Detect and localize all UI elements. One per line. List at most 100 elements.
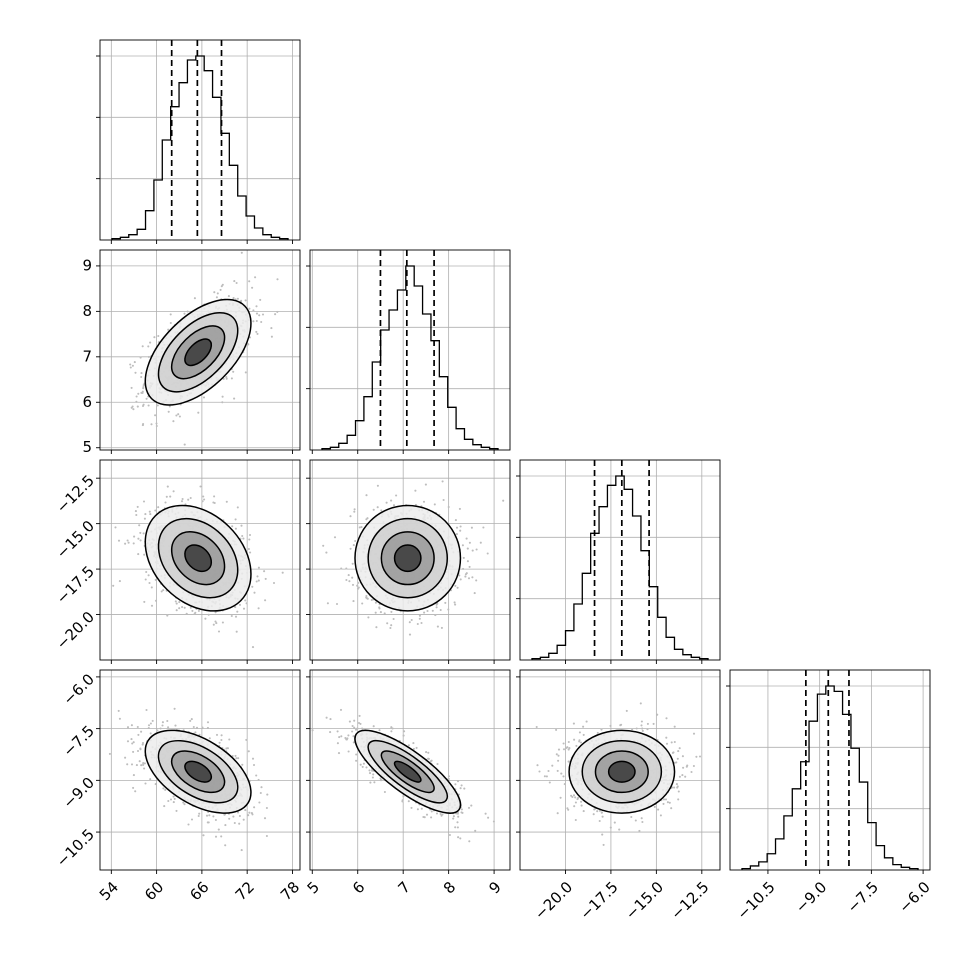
scatter-point [253, 591, 256, 594]
scatter-point [466, 560, 469, 563]
scatter-point [676, 757, 679, 760]
scatter-point [141, 345, 144, 348]
scatter-point [376, 506, 379, 509]
scatter-point [456, 780, 460, 783]
scatter-point [149, 341, 152, 344]
scatter-point [407, 744, 410, 747]
scatter-point [376, 484, 379, 487]
scatter-point [178, 607, 181, 610]
scatter-point [147, 574, 150, 577]
scatter-point [562, 748, 566, 751]
scatter-point [245, 602, 248, 605]
scatter-point [197, 411, 200, 414]
scatter-point [372, 508, 375, 511]
scatter-point [149, 778, 152, 781]
scatter-point [460, 808, 463, 811]
scatter-point [427, 757, 430, 760]
scatter-point [218, 741, 221, 744]
scatter-point [213, 495, 216, 498]
scatter-point [175, 414, 178, 417]
scatter-point [371, 769, 374, 772]
scatter-point [255, 330, 258, 333]
scatter-point [242, 537, 245, 540]
scatter-point [368, 769, 371, 772]
scatter-point [425, 751, 428, 754]
scatter-point [646, 722, 649, 725]
scatter-point [439, 812, 442, 816]
scatter-point [164, 501, 167, 504]
scatter-point [118, 580, 121, 583]
scatter-point [408, 633, 412, 636]
scatter-point [217, 828, 220, 831]
scatter-point [502, 499, 505, 502]
panel-frame [99, 249, 301, 451]
scatter-point [370, 598, 373, 602]
scatter-point [151, 719, 154, 722]
scatter-point [169, 495, 172, 498]
scatter-point [172, 795, 175, 798]
scatter-point [189, 719, 192, 722]
scatter-point [136, 749, 140, 753]
scatter-point [618, 828, 621, 831]
scatter-point [430, 816, 433, 819]
scatter-point [131, 364, 134, 367]
scatter-point [257, 566, 260, 569]
scatter-point [181, 497, 184, 501]
scatter-point [424, 483, 427, 486]
scatter-point [390, 726, 393, 729]
scatter-point [362, 762, 365, 765]
scatter-point [457, 836, 460, 839]
scatter-point [641, 729, 644, 732]
scatter-point [459, 837, 462, 840]
scatter-point [240, 849, 243, 852]
scatter-point [215, 296, 218, 299]
scatter-point [163, 805, 166, 808]
scatter-point [386, 622, 389, 625]
scatter-point [183, 606, 186, 609]
scatter-point [474, 829, 477, 832]
scatter-point [579, 741, 583, 744]
scatter-point [263, 817, 267, 820]
scatter-point [358, 526, 361, 529]
scatter-point [139, 531, 142, 534]
scatter-point [234, 606, 237, 609]
scatter-point [459, 529, 462, 532]
scatter-point [214, 620, 217, 623]
scatter-point [385, 501, 388, 504]
scatter-point [142, 500, 146, 503]
scatter-point [380, 509, 383, 512]
contour-line [144, 729, 252, 814]
scatter-point [129, 363, 132, 366]
scatter-point [147, 404, 150, 407]
scatter-point [244, 809, 247, 812]
scatter-point [135, 764, 138, 767]
scatter-point [436, 625, 439, 628]
scatter-point [662, 798, 666, 801]
scatter-point [201, 500, 204, 503]
scatter-point [144, 513, 147, 516]
scatter-point [108, 752, 111, 755]
scatter-point [357, 581, 360, 584]
scatter-point [157, 334, 160, 338]
scatter-point [389, 626, 392, 630]
scatter-point [213, 501, 216, 505]
scatter-point [251, 286, 254, 289]
scatter-point [598, 819, 601, 823]
scatter-point [155, 424, 158, 428]
scatter-point [251, 646, 255, 649]
scatter-point [134, 510, 137, 513]
hist-grid [100, 40, 300, 240]
scatter-point [361, 765, 364, 768]
scatter-point [166, 719, 169, 723]
scatter-point [390, 499, 393, 502]
scatter-point [180, 500, 184, 503]
scatter-point [259, 791, 262, 795]
contour-line [354, 729, 462, 814]
contour-line [170, 325, 226, 380]
scatter-point [639, 702, 642, 705]
scatter-point [248, 280, 251, 283]
scatter-point [178, 415, 181, 418]
scatter-point [473, 592, 476, 595]
scatter-point [359, 763, 362, 766]
scatter-point [140, 730, 143, 733]
